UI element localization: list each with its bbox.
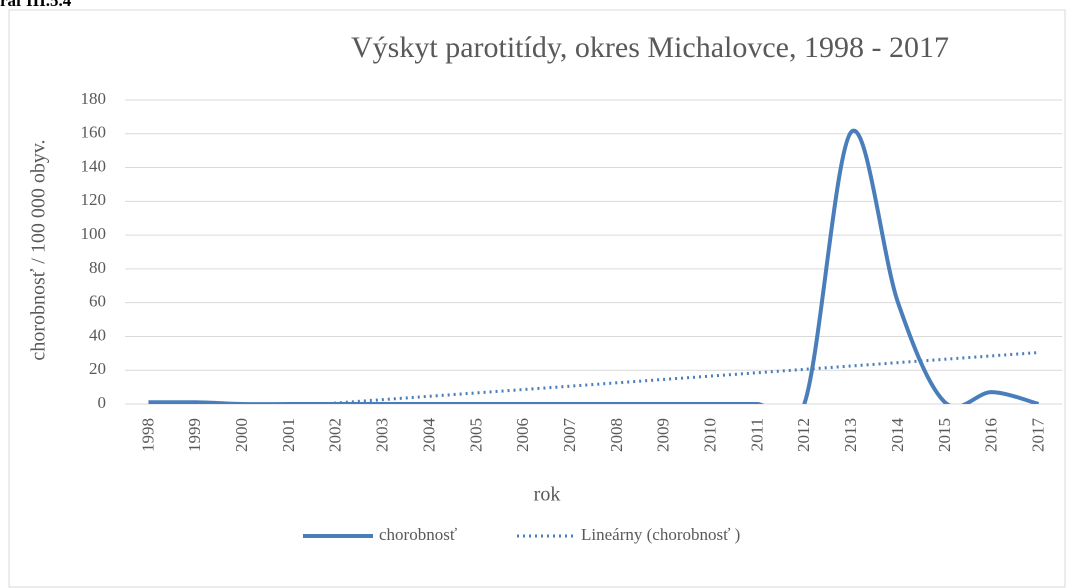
x-tick-label: 2001: [279, 418, 298, 452]
y-tick-label: 160: [81, 123, 107, 142]
x-tick-label: 2017: [1028, 418, 1047, 453]
chart-border: [8, 9, 1066, 588]
y-tick-label: 100: [81, 224, 107, 243]
legend-label: chorobnosť: [379, 525, 457, 544]
legend-label: Lineárny (chorobnosť ): [581, 525, 740, 544]
x-tick-label: 1998: [138, 418, 157, 452]
y-tick-label: 20: [89, 359, 106, 378]
x-tick-label: 2009: [654, 418, 673, 452]
x-tick-label: 2010: [701, 418, 720, 452]
y-axis-label: chorobnosť / 100 000 obyv.: [28, 139, 50, 360]
y-tick-label: 120: [81, 190, 107, 209]
x-tick-label: 2000: [232, 418, 251, 452]
x-tick-label: 2008: [607, 418, 626, 452]
chart-title: Výskyt parotitídy, okres Michalovce, 199…: [351, 31, 949, 64]
x-tick-label: 2003: [373, 418, 392, 452]
x-tick-label: 2002: [326, 418, 345, 452]
x-tick-label: 2015: [935, 418, 954, 452]
y-tick-label: 140: [81, 156, 107, 175]
y-tick-label: 0: [98, 393, 107, 412]
x-tick-label: 2014: [888, 418, 907, 453]
caption: raf III.5.4: [0, 0, 72, 10]
y-tick-label: 60: [89, 292, 106, 311]
y-tick-label: 80: [89, 258, 106, 277]
series-line: [148, 128, 1040, 404]
x-tick-label: 2004: [419, 418, 438, 453]
x-tick-label: 2005: [466, 418, 485, 452]
y-tick-label: 40: [89, 325, 106, 344]
x-tick-label: 2007: [560, 418, 579, 453]
x-tick-label: 2013: [841, 418, 860, 452]
x-tick-label: 1999: [185, 418, 204, 452]
x-tick-label: 2012: [794, 418, 813, 452]
x-tick-label: 2016: [982, 418, 1001, 452]
y-tick-label: 180: [81, 89, 107, 108]
x-tick-label: 2006: [513, 418, 532, 452]
x-axis-label: rok: [534, 484, 561, 506]
x-tick-label: 2011: [747, 418, 766, 451]
